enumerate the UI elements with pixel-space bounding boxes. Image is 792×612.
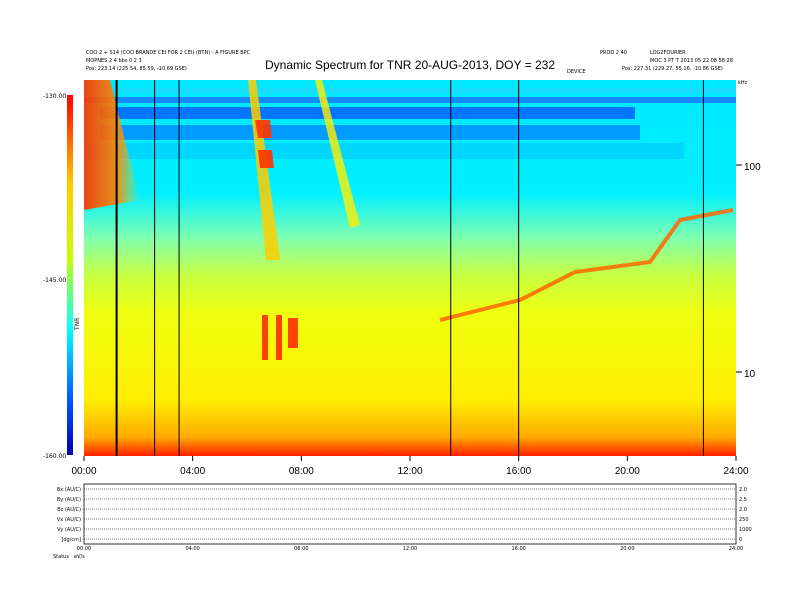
drifting-burst [315, 80, 360, 228]
header-mid-right: PROD 2 40 [600, 50, 627, 56]
x-tick-label: 16:00 [506, 466, 531, 477]
lower-x-tick-label: 24:00 [729, 546, 743, 552]
band-label: [dg/cm] [61, 537, 81, 543]
x-tick-label: 20:00 [615, 466, 640, 477]
red-spike [276, 315, 282, 360]
band-right-value: 250 [739, 517, 749, 523]
header-right-line3: Pos: 227.31 (229.27, 55.16, -10.86 GSE) [622, 66, 723, 72]
right-tick-100: 100 [744, 162, 761, 173]
blue-band [84, 97, 736, 103]
drifting-burst-core [258, 150, 274, 168]
header-left-line3: Pos: 223.14 (225.54, 85.59, -10.69 GSE) [86, 66, 187, 72]
chart-title: Dynamic Spectrum for TNR 20-AUG-2013, DO… [265, 58, 555, 72]
red-burst [84, 80, 140, 210]
band-label: Bx (AU/C) [57, 487, 81, 493]
lower-x-axis: 00:00 04:00 08:00 12:00 16:00 20:00 24:00 [77, 546, 743, 552]
drifting-burst-core [255, 120, 272, 138]
blue-band [100, 125, 640, 140]
header-right-line1: LOG2FOURIER [650, 50, 686, 56]
band-label: Bz (AU/C) [57, 507, 81, 513]
colorbar-tick-top: -130.00 [43, 93, 66, 100]
lower-panel-frame [83, 483, 737, 545]
colorbar-tick-bottom: -160.00 [43, 453, 66, 460]
vertical-lines [115, 80, 704, 456]
x-tick-label: 12:00 [397, 466, 422, 477]
band-right-value: 0 [739, 537, 742, 543]
x-tick-label: 00:00 [71, 466, 96, 477]
spectrogram-background [84, 80, 736, 456]
lower-panels: Bx (AU/C) 2.0 By (AU/C) 2.5 Bz (AU/C) 2.0 Vx (… [57, 483, 752, 545]
rising-emission-line [439, 208, 734, 322]
band-right-value: 2.0 [739, 507, 747, 513]
header-mid: DEVICE [567, 69, 586, 75]
x-tick-label: 04:00 [180, 466, 205, 477]
right-tick-10: 10 [744, 369, 756, 380]
lower-x-tick-label: 20:00 [620, 546, 634, 552]
header-left-line2: MOPNES 2 4 bbs 0 2 3 [86, 58, 142, 64]
band-label: By (AU/C) [57, 497, 81, 503]
header-left-line1: COO 2 + S14 (COO BRANDE CEI FOR 2 CEI) (… [86, 50, 251, 56]
colorbar [67, 95, 73, 455]
blue-band [84, 143, 684, 159]
colorbar-label: TNR [74, 318, 81, 331]
x-tick-label: 24:00 [723, 466, 748, 477]
band-right-value: 2.0 [739, 487, 747, 493]
footer-unit: eV/s [74, 554, 85, 560]
lower-x-tick-label: 08:00 [294, 546, 308, 552]
right-axis-unit: kHz [738, 80, 748, 86]
x-tick-label: 08:00 [289, 466, 314, 477]
band-right-value: 2.5 [739, 497, 747, 503]
colorbar-tick-mid: -145.00 [43, 277, 66, 284]
header-right-line2: MOC 3 PT T 2013 05 22 08 58 28 [650, 58, 733, 64]
cyan-band [84, 88, 736, 93]
lower-x-tick-label: 16:00 [511, 546, 525, 552]
band-right-value: 1000 [739, 527, 752, 533]
lower-x-tick-label: 04:00 [185, 546, 199, 552]
red-spike [262, 315, 268, 360]
spectrogram [84, 80, 736, 456]
band-label: Vx (AU/C) [57, 517, 81, 523]
lower-x-tick-label: 00:00 [77, 546, 91, 552]
x-axis: 00:00 04:00 08:00 12:00 16:00 20:00 24:00 [71, 456, 749, 477]
blue-band [100, 107, 635, 119]
lower-x-tick-label: 12:00 [403, 546, 417, 552]
footer-label: Status [53, 554, 69, 560]
red-spike [288, 318, 298, 348]
band-label: Vy (AU/C) [57, 527, 81, 533]
